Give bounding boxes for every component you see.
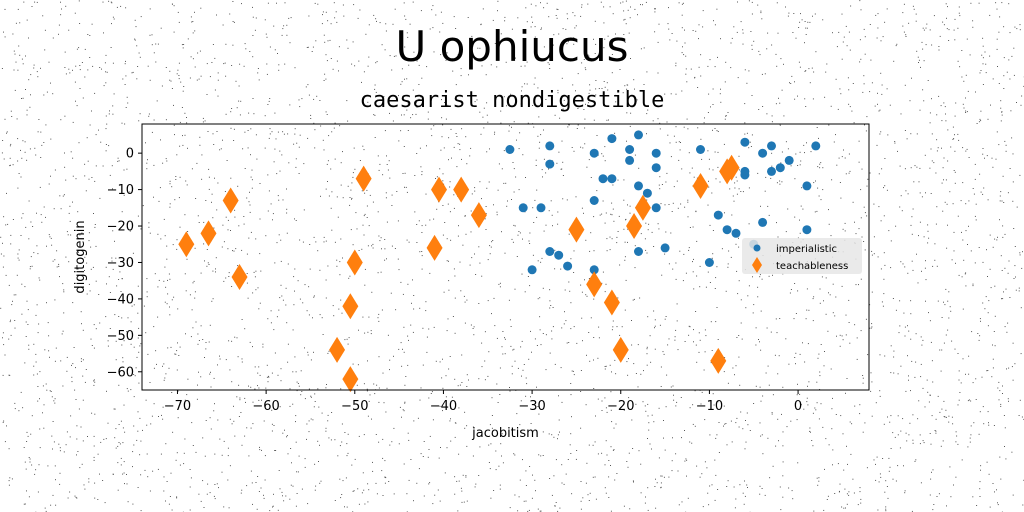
imperialistic-point bbox=[696, 145, 705, 154]
teachableness-point bbox=[222, 187, 239, 214]
teachableness-point bbox=[178, 231, 195, 258]
imperialistic-point bbox=[598, 174, 608, 184]
imperialistic-point bbox=[625, 155, 635, 165]
imperialistic-point bbox=[589, 196, 599, 205]
teachableness-point bbox=[231, 264, 248, 291]
axis-ticks: −70 −60 −50 −40 −30 −20 −10 0 0 −10 −20 −30 −40 −50 −6… bbox=[107, 147, 803, 414]
teachableness-point bbox=[568, 216, 585, 243]
teachableness-point bbox=[453, 176, 470, 203]
imperialistic-point bbox=[722, 225, 732, 235]
teachableness-point bbox=[723, 154, 740, 181]
imperialistic-point bbox=[651, 148, 661, 158]
y-tick-label: −20 bbox=[107, 220, 134, 235]
plot-marks bbox=[178, 130, 821, 393]
legend-marker-teachableness bbox=[752, 257, 762, 273]
teachableness-point bbox=[692, 172, 709, 199]
imperialistic-point bbox=[740, 170, 750, 180]
imperialistic-point bbox=[731, 228, 741, 238]
imperialistic-point bbox=[713, 210, 723, 220]
imperialistic-point bbox=[505, 145, 515, 154]
imperialistic-point bbox=[758, 217, 768, 227]
imperialistic-point bbox=[589, 148, 599, 158]
imperialistic-point bbox=[660, 243, 670, 253]
imperialistic-point bbox=[758, 148, 768, 158]
legend-label-teachableness: teachableness bbox=[776, 261, 848, 272]
chart-subtitle: caesarist nondigestible bbox=[359, 88, 665, 113]
imperialistic-point bbox=[642, 188, 652, 198]
teachableness-point bbox=[470, 202, 487, 229]
x-tick-label: −10 bbox=[696, 399, 723, 414]
teachableness-point bbox=[346, 249, 363, 276]
legend-box bbox=[742, 238, 862, 274]
imperialistic-point bbox=[775, 163, 785, 173]
teachableness-point bbox=[626, 213, 643, 240]
imperialistic-point bbox=[527, 265, 537, 275]
y-tick-label: 0 bbox=[126, 147, 134, 162]
imperialistic-point bbox=[651, 203, 661, 213]
x-tick-label: −40 bbox=[430, 399, 457, 414]
y-tick-label: −40 bbox=[107, 292, 134, 307]
imperialistic-point bbox=[784, 155, 794, 165]
imperialistic-point bbox=[554, 250, 564, 260]
x-tick-label: −60 bbox=[252, 399, 279, 414]
imperialistic-point bbox=[740, 137, 750, 147]
imperialistic-point bbox=[704, 258, 714, 267]
imperialistic-point bbox=[518, 203, 528, 213]
x-tick-label: 0 bbox=[794, 399, 802, 414]
imperialistic-point bbox=[802, 225, 812, 235]
teachableness-point bbox=[431, 176, 448, 203]
y-axis-label: digitogenin bbox=[73, 220, 88, 293]
chart-title: U ophiucus bbox=[395, 22, 629, 71]
x-axis-label: jacobitism bbox=[471, 426, 539, 441]
imperialistic-point bbox=[589, 265, 599, 275]
teachableness-point bbox=[426, 234, 443, 261]
imperialistic-point bbox=[607, 174, 617, 184]
teachableness-point bbox=[710, 347, 727, 374]
x-tick-label: −70 bbox=[164, 399, 191, 414]
x-tick-label: −20 bbox=[607, 399, 634, 414]
teachableness-point bbox=[329, 336, 346, 363]
teachableness-point bbox=[586, 271, 603, 298]
imperialistic-point bbox=[767, 166, 776, 176]
imperialistic-point bbox=[802, 181, 812, 191]
y-tick-label: −60 bbox=[107, 365, 134, 380]
legend-label-imperialistic: imperialistic bbox=[776, 244, 837, 255]
imperialistic-point bbox=[563, 261, 573, 271]
y-tick-label: −50 bbox=[107, 329, 134, 344]
imperialistic-point bbox=[545, 247, 555, 256]
y-tick-label: −10 bbox=[107, 183, 134, 198]
legend-marker-imperialistic bbox=[753, 244, 761, 252]
teachableness-point bbox=[342, 366, 359, 393]
teachableness-point bbox=[200, 220, 217, 247]
legend: imperialistic teachableness bbox=[742, 238, 862, 274]
imperialistic-point bbox=[634, 181, 643, 191]
plot-frame bbox=[141, 123, 870, 391]
imperialistic-point bbox=[625, 145, 635, 154]
teachableness-point bbox=[342, 293, 359, 320]
imperialistic-point bbox=[545, 159, 555, 169]
teachableness-point bbox=[355, 165, 372, 192]
imperialistic-point bbox=[634, 247, 643, 256]
teachableness-point bbox=[603, 289, 620, 316]
teachableness-point bbox=[612, 336, 629, 363]
imperialistic-point bbox=[767, 141, 776, 151]
imperialistic-point bbox=[607, 134, 617, 144]
imperialistic-point bbox=[634, 130, 643, 140]
imperialistic-point bbox=[651, 163, 661, 173]
imperialistic-point bbox=[536, 203, 546, 213]
imperialistic-point bbox=[811, 141, 821, 151]
y-tick-label: −30 bbox=[107, 256, 134, 271]
teachableness-point bbox=[634, 194, 651, 221]
x-tick-label: −30 bbox=[518, 399, 545, 414]
x-tick-label: −50 bbox=[341, 399, 368, 414]
imperialistic-point bbox=[545, 141, 555, 151]
